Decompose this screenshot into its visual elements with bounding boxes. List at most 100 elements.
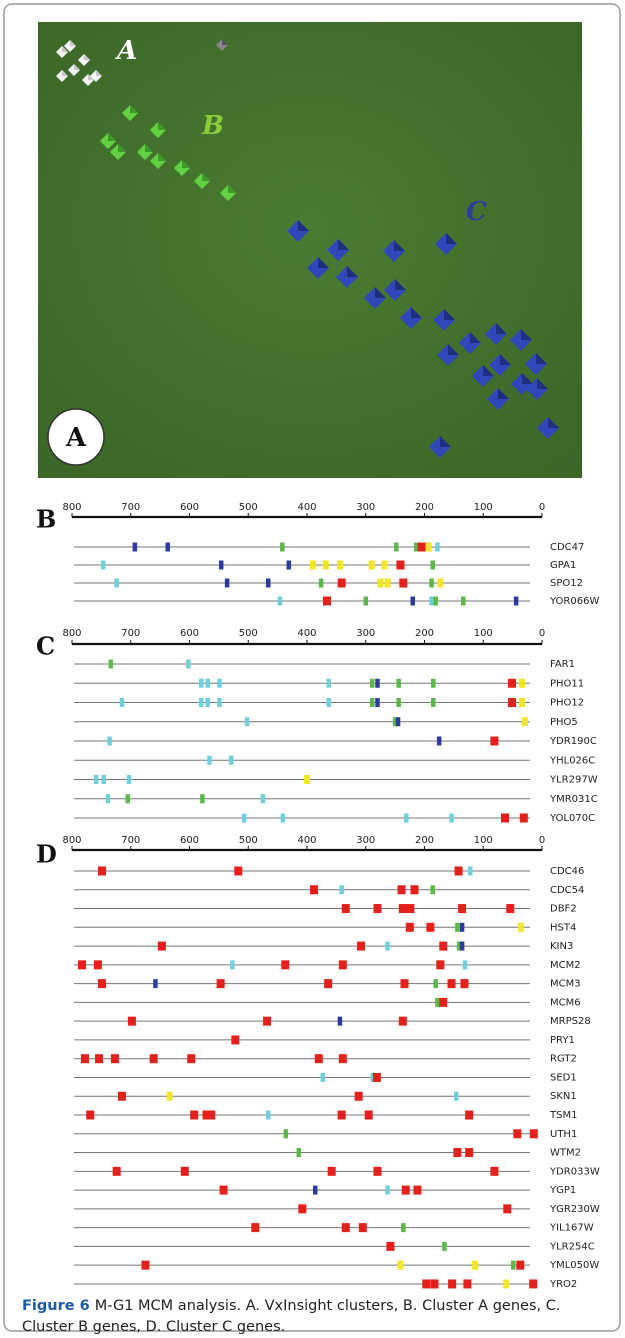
site-marker	[338, 579, 346, 588]
site-marker	[373, 1073, 381, 1082]
site-marker	[287, 561, 292, 570]
site-marker	[304, 775, 310, 784]
site-marker	[364, 597, 369, 606]
x-tick-label: 800	[62, 502, 81, 513]
x-tick-label: 400	[297, 502, 316, 513]
site-marker	[217, 698, 222, 707]
site-marker	[435, 543, 440, 552]
site-marker	[207, 1111, 215, 1120]
site-marker	[385, 942, 390, 951]
gene-name: PHO11	[550, 678, 584, 689]
site-marker	[251, 1223, 259, 1232]
site-marker	[114, 579, 119, 588]
site-marker	[513, 1129, 521, 1138]
site-marker	[406, 904, 414, 913]
site-marker	[326, 698, 331, 707]
site-marker	[448, 1279, 456, 1288]
site-marker	[217, 979, 225, 988]
site-marker	[503, 1204, 511, 1213]
site-marker	[106, 794, 111, 803]
site-marker	[511, 1261, 516, 1270]
site-marker	[120, 698, 125, 707]
site-marker	[323, 561, 329, 570]
site-marker	[501, 814, 509, 823]
x-tick-label: 500	[239, 502, 258, 513]
caption: Figure 6M-G1 MCM analysis. A. VxInsight …	[22, 1296, 612, 1338]
x-tick-label: 500	[239, 628, 258, 639]
site-marker	[86, 1111, 94, 1120]
site-marker	[506, 904, 514, 913]
site-marker	[375, 679, 380, 688]
panel-label: B	[36, 505, 56, 534]
site-marker	[342, 904, 350, 913]
site-marker	[490, 737, 498, 746]
site-marker	[455, 923, 460, 932]
site-marker	[437, 737, 442, 746]
site-marker	[396, 561, 404, 570]
site-marker	[98, 867, 106, 876]
gene-name: RGT2	[550, 1054, 577, 1065]
gene-name: SKN1	[550, 1091, 577, 1102]
gene-name: CDC54	[550, 885, 584, 896]
x-tick-label: 700	[121, 502, 140, 513]
site-marker	[150, 1054, 158, 1063]
site-marker	[153, 979, 158, 988]
site-marker	[402, 1186, 410, 1195]
site-marker	[385, 1186, 390, 1195]
x-tick-label: 300	[356, 502, 375, 513]
site-marker	[374, 1167, 382, 1176]
site-marker	[199, 679, 204, 688]
site-marker	[133, 543, 138, 552]
site-marker	[430, 1279, 438, 1288]
site-marker	[429, 597, 434, 606]
site-marker	[94, 775, 99, 784]
gene-name: CDC46	[550, 866, 584, 877]
site-marker	[310, 561, 316, 570]
site-marker	[369, 561, 375, 570]
site-marker	[181, 1167, 189, 1176]
site-marker	[396, 717, 401, 726]
site-marker	[109, 660, 114, 669]
site-marker	[342, 1223, 350, 1232]
site-marker	[266, 1111, 271, 1120]
page: {"panel_a": {"labels": ["A", "B", "C"], …	[0, 0, 625, 1336]
site-marker	[396, 679, 401, 688]
gene-name: YMR031C	[549, 794, 598, 805]
site-marker	[266, 579, 271, 588]
site-marker	[328, 1167, 336, 1176]
gene-name: FAR1	[550, 659, 575, 670]
site-marker	[465, 1148, 473, 1157]
site-marker	[94, 960, 102, 969]
x-tick-label: 400	[297, 835, 316, 846]
site-marker	[230, 960, 235, 969]
site-marker	[429, 579, 434, 588]
site-marker	[399, 1017, 407, 1026]
gene-name: GPA1	[550, 560, 576, 571]
site-marker	[187, 1054, 195, 1063]
caption-label: Figure 6	[22, 1298, 90, 1314]
site-marker	[458, 904, 466, 913]
site-marker	[297, 1148, 302, 1157]
site-marker	[522, 717, 528, 726]
site-marker	[401, 1223, 406, 1232]
site-marker	[382, 561, 388, 570]
site-marker	[396, 698, 401, 707]
site-marker	[520, 814, 528, 823]
site-marker	[519, 679, 525, 688]
site-marker	[158, 942, 166, 951]
site-marker	[359, 1223, 367, 1232]
site-marker	[127, 775, 132, 784]
site-marker	[281, 814, 286, 823]
site-marker	[205, 679, 210, 688]
gene-name: YLR254C	[549, 1241, 595, 1252]
x-tick-label: 200	[415, 835, 434, 846]
site-marker	[514, 597, 519, 606]
site-marker	[141, 1261, 149, 1270]
site-marker	[426, 923, 434, 932]
site-marker	[431, 698, 436, 707]
gene-name: YML050W	[549, 1260, 599, 1271]
site-marker	[374, 904, 382, 913]
site-marker	[324, 979, 332, 988]
site-marker	[278, 597, 283, 606]
x-tick-label: 300	[356, 628, 375, 639]
